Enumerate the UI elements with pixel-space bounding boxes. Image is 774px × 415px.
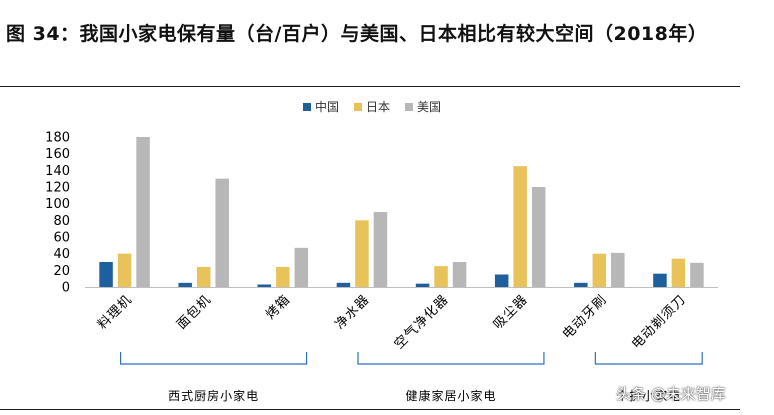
bar-中国-空气净化器 <box>415 283 430 287</box>
bar-中国-烤箱 <box>257 284 272 287</box>
bar-美国-料理机 <box>136 137 150 287</box>
bar-美国-面包机 <box>215 178 229 287</box>
category-groups: 西式厨房小家电 健康家居小家电 个护小家电 <box>120 352 703 403</box>
bottom-rule <box>0 409 740 410</box>
group-label: 健康家居小家电 <box>405 388 496 403</box>
x-tick-label: 料理机 <box>95 292 135 332</box>
bar-中国-面包机 <box>178 282 192 287</box>
legend-swatch-美国 <box>405 103 413 111</box>
bar-日本-吸尘器 <box>513 166 527 287</box>
bar-日本-净水器 <box>355 220 369 287</box>
x-tick-label: 面包机 <box>174 292 214 332</box>
bar-中国-料理机 <box>99 262 113 287</box>
y-tick-label: 60 <box>53 231 70 246</box>
group-bracket <box>120 352 308 365</box>
x-tick-label: 空气净化器 <box>391 292 452 353</box>
bar-中国-电动牙刷 <box>574 282 588 287</box>
y-tick-label: 0 <box>62 281 70 296</box>
bar-中国-净水器 <box>336 282 351 287</box>
y-tick-label: 80 <box>53 214 70 229</box>
bar-中国-电动剃须刀 <box>653 273 667 287</box>
legend-label-日本: 日本 <box>366 100 390 114</box>
y-tick-label: 140 <box>45 164 70 179</box>
group-label: 西式厨房小家电 <box>168 388 259 403</box>
watermark: 头条 @未来智库 <box>616 385 726 403</box>
x-tick-label: 净水器 <box>332 292 372 332</box>
group-bracket <box>357 352 545 365</box>
bar-美国-净水器 <box>373 212 388 287</box>
y-tick-label: 20 <box>53 264 70 279</box>
bar-美国-空气净化器 <box>452 262 467 287</box>
group-label: 个护小家电 <box>616 388 681 403</box>
figure-title: 图 34：我国小家电保有量（台/百户）与美国、日本相比有较大空间（2018年） <box>6 23 708 45</box>
bars-layer <box>99 137 704 287</box>
x-tick-label: 吸尘器 <box>491 292 531 332</box>
y-tick-label: 100 <box>45 197 70 212</box>
group-bracket <box>594 352 703 365</box>
bar-日本-料理机 <box>117 253 132 287</box>
y-tick-label: 180 <box>45 131 70 146</box>
top-rule <box>0 86 740 87</box>
bar-中国-吸尘器 <box>494 274 509 287</box>
legend-label-中国: 中国 <box>315 99 339 114</box>
x-tick-label: 烤箱 <box>263 292 294 323</box>
bar-日本-电动剃须刀 <box>671 258 686 287</box>
bar-日本-空气净化器 <box>434 266 448 287</box>
bar-美国-电动剃须刀 <box>690 262 704 287</box>
y-tick-label: 120 <box>45 181 70 196</box>
y-tick-label: 40 <box>53 247 70 262</box>
y-tick-label: 160 <box>45 147 70 162</box>
bar-日本-面包机 <box>196 267 211 287</box>
bar-日本-电动牙刷 <box>592 253 607 287</box>
x-axis-labels: 料理机 面包机 烤箱 净水器 空气净化器 吸尘器 电动牙刷 电动剃须刀 <box>95 292 689 353</box>
legend-swatch-中国 <box>303 103 311 111</box>
x-tick-label: 电动牙刷 <box>560 292 610 342</box>
legend-swatch-日本 <box>354 103 362 111</box>
legend-label-美国: 美国 <box>417 100 441 114</box>
x-tick-label: 电动剃须刀 <box>629 292 689 352</box>
bar-美国-电动牙刷 <box>611 252 625 287</box>
bar-美国-烤箱 <box>294 247 309 287</box>
chart-legend: 中国 日本 美国 <box>303 99 441 114</box>
bar-美国-吸尘器 <box>531 187 546 287</box>
bar-日本-烤箱 <box>276 267 290 287</box>
